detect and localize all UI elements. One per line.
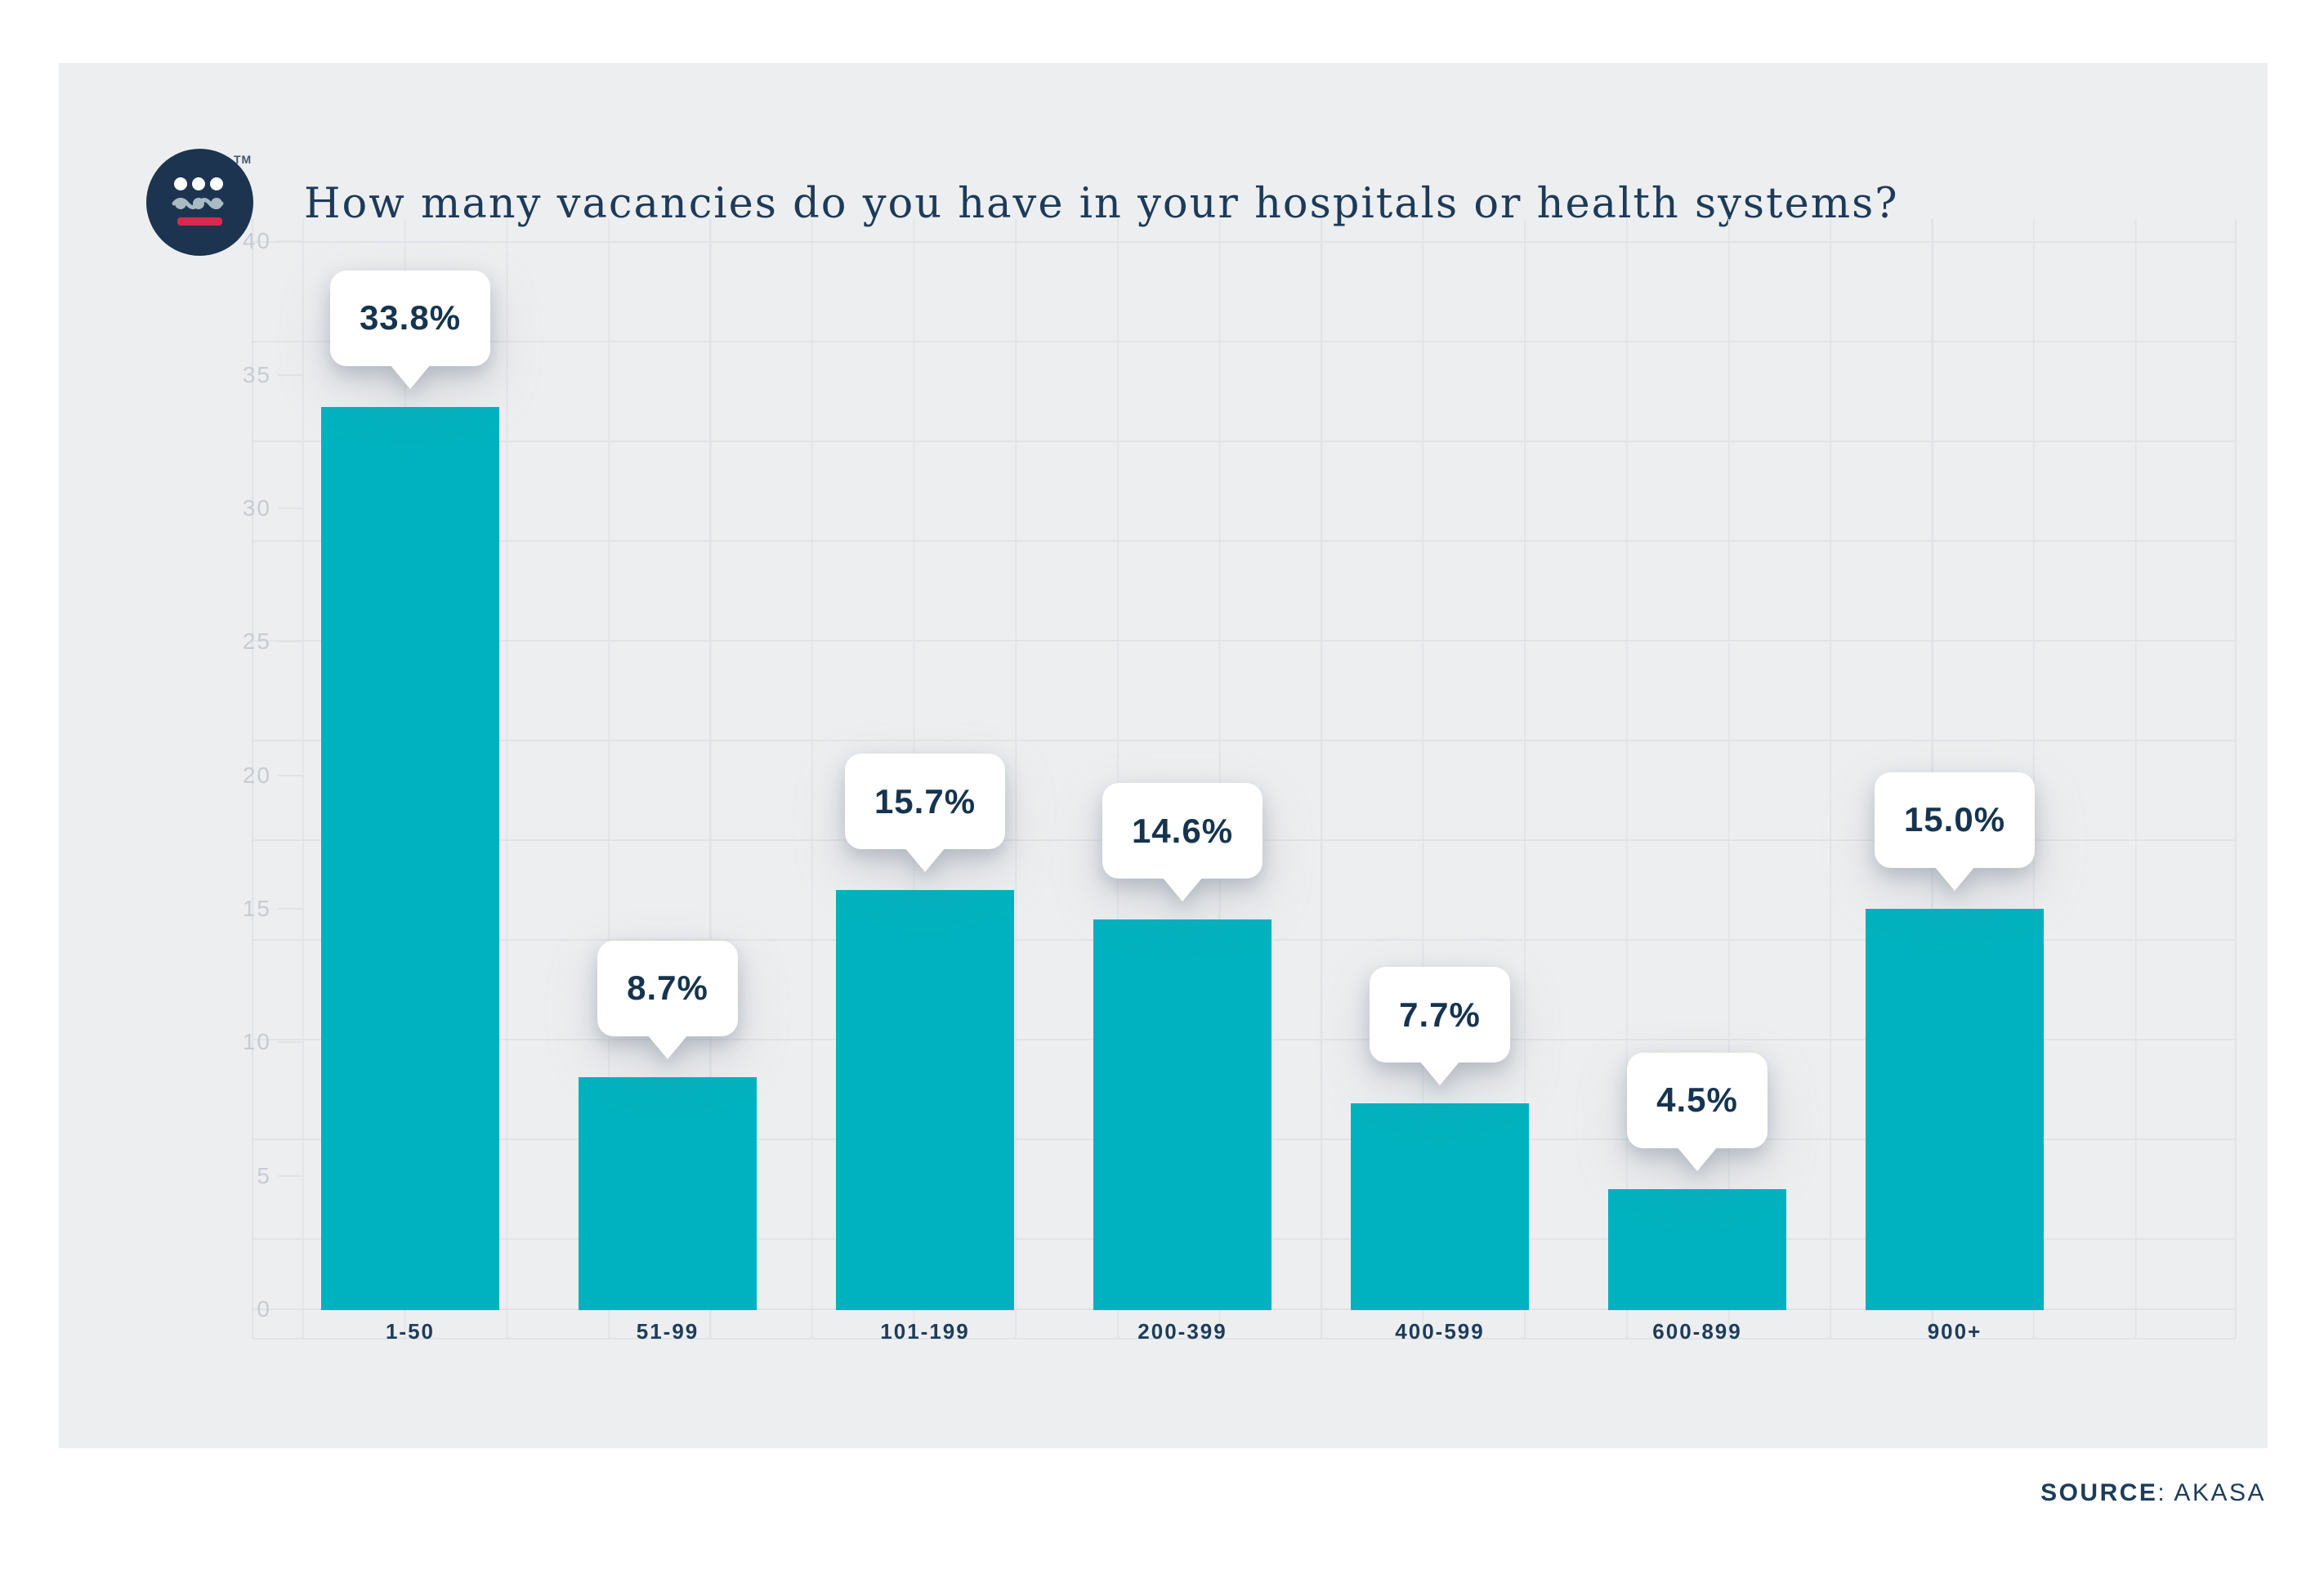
bar-400-599 — [1351, 1103, 1529, 1310]
logo-wave-bead — [211, 198, 222, 209]
value-tooltip-pointer — [647, 1034, 688, 1059]
value-tooltip-box: 15.0% — [1874, 772, 2036, 868]
y-axis-label: 25 — [242, 628, 271, 655]
value-tooltip-pointer — [1934, 866, 1975, 891]
x-axis-label: 1-50 — [385, 1319, 436, 1344]
y-axis-tick — [278, 774, 302, 776]
y-axis-label: 5 — [257, 1162, 271, 1188]
value-tooltip: 4.5% — [1566, 1052, 1828, 1171]
plot-left-edge — [252, 219, 253, 1340]
value-tooltip-box: 14.6% — [1102, 783, 1263, 879]
y-axis-label: 40 — [242, 228, 271, 254]
bar-101-199 — [836, 890, 1014, 1310]
value-tooltip: 7.7% — [1309, 967, 1571, 1086]
y-axis-tick — [278, 641, 302, 643]
bar-600-899 — [1608, 1188, 1786, 1310]
bar-900+ — [1866, 908, 2044, 1310]
value-tooltip-pointer — [1677, 1146, 1718, 1171]
bar-1-50 — [321, 406, 499, 1310]
y-axis-tick — [278, 507, 302, 509]
x-axis-label: 400-599 — [1395, 1319, 1485, 1344]
value-tooltip-pointer — [1162, 877, 1203, 902]
value-tooltip: 15.0% — [1824, 772, 2085, 891]
akasa-logo — [146, 149, 253, 256]
value-tooltip: 14.6% — [1052, 783, 1313, 902]
plot-bottom-edge — [252, 1338, 2237, 1340]
x-axis-label: 101-199 — [880, 1319, 970, 1344]
y-axis-tick — [278, 240, 302, 243]
value-tooltip-pointer — [390, 364, 431, 389]
x-axis-label: 51-99 — [636, 1319, 699, 1344]
y-axis-tick — [278, 1174, 302, 1177]
value-tooltip: 8.7% — [537, 940, 798, 1059]
y-axis-tick — [278, 374, 302, 376]
logo-dot — [210, 177, 223, 190]
value-tooltip-box: 15.7% — [844, 754, 1006, 850]
y-axis-label: 10 — [242, 1029, 271, 1055]
value-tooltip-pointer — [905, 848, 945, 873]
y-axis-label: 30 — [242, 494, 271, 521]
source-label: SOURCE — [2040, 1479, 2158, 1506]
logo-wave-bead — [193, 198, 204, 209]
value-tooltip-box: 8.7% — [597, 940, 738, 1036]
value-tooltip: 33.8% — [279, 270, 541, 389]
logo-wave-bead — [175, 198, 186, 209]
value-tooltip-box: 33.8% — [329, 270, 491, 366]
logo-red-bar — [177, 217, 222, 226]
value-tooltip: 15.7% — [794, 754, 1056, 873]
source-name: : AKASA — [2157, 1479, 2266, 1506]
source-attribution: SOURCE: AKASA — [2040, 1479, 2266, 1507]
trademark-mark: TM — [234, 153, 253, 166]
y-axis-label: 0 — [257, 1296, 271, 1322]
value-tooltip-box: 7.7% — [1370, 967, 1510, 1063]
y-axis-tick — [278, 907, 302, 910]
x-axis-label: 900+ — [1927, 1319, 1982, 1344]
x-axis-label: 600-899 — [1652, 1319, 1742, 1344]
bar-200-399 — [1093, 919, 1271, 1310]
plot-right-edge — [2235, 219, 2237, 1340]
value-tooltip-pointer — [1419, 1061, 1460, 1086]
value-tooltip-box: 4.5% — [1627, 1052, 1768, 1148]
y-axis-tick — [278, 1308, 302, 1310]
logo-dot — [174, 177, 187, 190]
bar-51-99 — [579, 1076, 757, 1310]
y-axis-label: 15 — [242, 895, 271, 921]
y-axis-label: 20 — [242, 762, 271, 788]
y-axis-label: 35 — [242, 361, 271, 387]
x-axis-label: 200-399 — [1137, 1319, 1227, 1344]
y-axis-tick — [278, 1041, 302, 1044]
logo-dot — [192, 177, 205, 190]
